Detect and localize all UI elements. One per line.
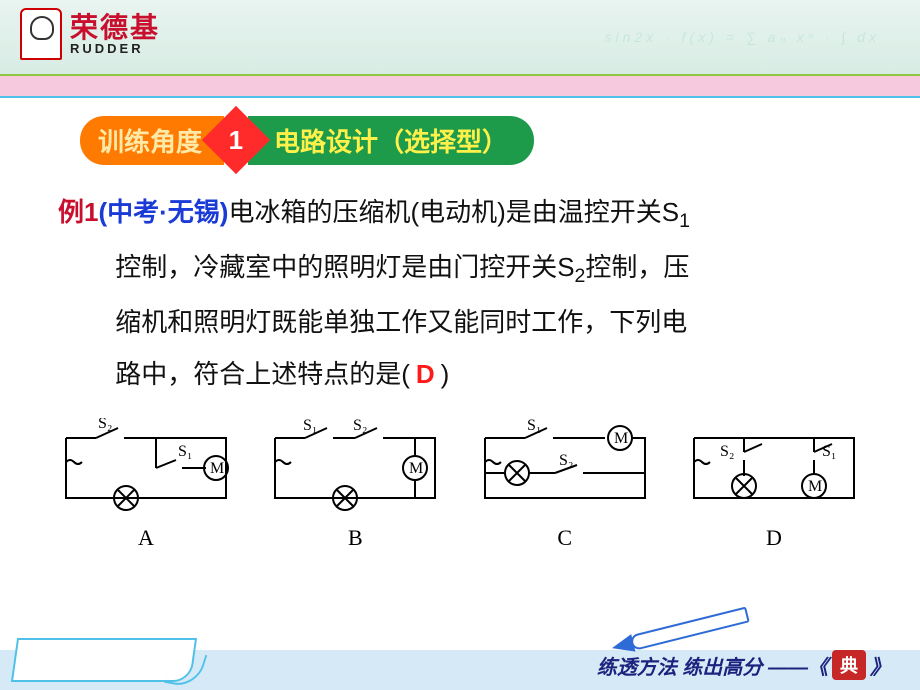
svg-text:M: M	[409, 460, 423, 477]
circuit-b: S₁ S₂ M B	[255, 418, 455, 551]
logo-icon	[20, 8, 62, 60]
footer-slogan: 练透方法 练出高分 —— 《 典 》	[597, 650, 890, 680]
svg-text:S₂: S₂	[353, 418, 367, 434]
circuit-d: S₂ S₁ M D	[674, 418, 874, 551]
brand-en: RUDDER	[70, 42, 160, 55]
circuit-a: S₂ S₁ M A	[46, 418, 246, 551]
slogan-text: 练透方法 练出高分 ——	[597, 651, 808, 680]
svg-text:S₁: S₁	[303, 418, 317, 434]
title-number: 1	[229, 125, 243, 156]
brand-cn: 荣德基	[70, 14, 160, 42]
answer: D	[410, 359, 441, 389]
svg-text:M: M	[614, 430, 628, 447]
q-line4a: 路中，符合上述特点的是(	[115, 359, 410, 389]
circuit-c: S₁ M S₂ C	[465, 418, 665, 551]
label-b: B	[255, 525, 455, 551]
svg-text:S₂: S₂	[559, 452, 573, 469]
title-right: 电路设计（选择型）	[248, 116, 534, 165]
section-title: 训练角度 1 电路设计（选择型）	[80, 116, 880, 164]
svg-text:M: M	[210, 460, 224, 477]
label-c: C	[465, 525, 665, 551]
svg-text:M: M	[808, 478, 822, 495]
header-band: sin2x · f(x) = ∑ aₙ xⁿ · ∫ dx 荣德基 RUDDER	[0, 0, 920, 76]
s1-sub: 1	[679, 210, 690, 232]
example-label: 例1	[58, 197, 98, 227]
pink-divider	[0, 76, 920, 98]
svg-text:S₁: S₁	[527, 418, 541, 434]
label-d: D	[674, 525, 874, 551]
q-line1: 电冰箱的压缩机(电动机)是由温控开关S	[228, 197, 679, 227]
svg-text:S₂: S₂	[720, 443, 734, 460]
q-line3: 缩机和照明灯既能单独工作又能同时工作，下列电	[115, 307, 687, 337]
slogan-close: 》	[870, 651, 890, 680]
footer: 练透方法 练出高分 —— 《 典 》	[0, 632, 920, 690]
s2-sub: 2	[575, 265, 586, 287]
question-source: (中考·无锡)	[98, 197, 228, 227]
circuit-diagrams: S₂ S₁ M A S₁ S₂ M	[40, 418, 880, 551]
q-line4b: )	[441, 359, 450, 389]
page-curl-icon	[11, 638, 197, 682]
question-text: 例1(中考·无锡)电冰箱的压缩机(电动机)是由温控开关S1 控制，冷藏室中的照明…	[40, 186, 880, 400]
svg-text:S₁: S₁	[822, 443, 836, 460]
svg-text:S₂: S₂	[98, 418, 112, 432]
q-line2b: 控制，压	[585, 252, 689, 282]
content-area: 训练角度 1 电路设计（选择型） 例1(中考·无锡)电冰箱的压缩机(电动机)是由…	[0, 98, 920, 551]
brand-logo: 荣德基 RUDDER	[20, 8, 160, 60]
slogan-badge: 典	[832, 650, 866, 680]
label-a: A	[46, 525, 246, 551]
q-line2a: 控制，冷藏室中的照明灯是由门控开关S	[115, 252, 574, 282]
slogan-open: 《	[808, 651, 828, 680]
svg-text:S₁: S₁	[178, 443, 192, 460]
